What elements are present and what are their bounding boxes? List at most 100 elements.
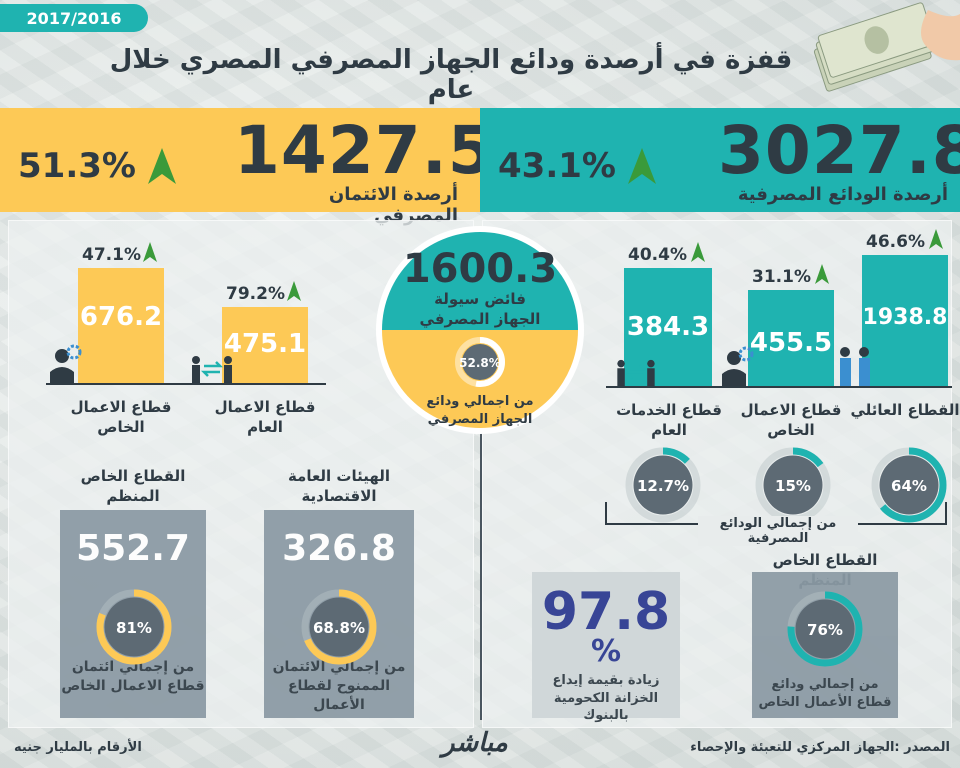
deposit-household-label: القطاع العائلي bbox=[850, 400, 960, 420]
credit-box-private-title: القطاع الخاص المنظم bbox=[60, 466, 206, 507]
treasury-caption: زيادة بقيمة إيداع الخزانة الكحومية بالبن… bbox=[532, 672, 680, 725]
credit-box-public-title: الهيئات العامة الاقتصادية bbox=[264, 466, 414, 507]
gauge-fill-arc bbox=[755, 447, 831, 523]
deposit-public-services-label-1: قطاع الخدمات bbox=[616, 401, 722, 419]
credit-private-label-2: الخاص bbox=[97, 418, 145, 437]
private-organized-caption: من إجمالي ودائع قطاع الأعمال الخاص bbox=[752, 676, 898, 711]
credit-public-growth: 79.2% bbox=[226, 284, 285, 304]
credit-box-public-caption-1: من إجمالي الائتمان bbox=[272, 659, 406, 675]
credit-public-up-arrow-icon bbox=[287, 281, 301, 301]
deposit-public-services-up-arrow-icon bbox=[691, 242, 705, 262]
deposit-household-value: 1938.8 bbox=[862, 305, 948, 330]
credit-public-label-1: قطاع الاعمال bbox=[214, 398, 316, 416]
business-exchange-icon bbox=[192, 356, 232, 384]
credit-private-growth: 47.1% bbox=[82, 245, 141, 265]
private-organized-gauge: 76% bbox=[787, 591, 863, 667]
private-organized-share-text: 76% bbox=[807, 621, 843, 639]
deposits-up-arrow-icon bbox=[628, 148, 656, 184]
private-organized-caption-1: من إجمالي ودائع bbox=[771, 677, 879, 692]
credit-box-public-caption-2: الممنوح لقطاع الأعمال bbox=[287, 677, 391, 713]
treasury-value: 97.8 bbox=[541, 582, 671, 642]
credit-value: 1427.5 bbox=[234, 112, 495, 189]
deposits-label: أرصدة الودائع المصرفية bbox=[737, 184, 948, 205]
public-services-share-gauge: 12.7% bbox=[625, 447, 701, 523]
credit-bars-baseline bbox=[46, 383, 326, 385]
credit-box-private-caption-1: من إجمالي ائتمان bbox=[71, 659, 195, 675]
credit-private-up-arrow-icon bbox=[143, 242, 157, 262]
gauge-fill-arc bbox=[871, 447, 947, 523]
deposit-private-value: 455.5 bbox=[749, 328, 833, 358]
household-share-gauge: 64% bbox=[871, 447, 947, 523]
deposit-household-up-arrow-icon bbox=[929, 229, 943, 249]
credit-box-private-caption: من إجمالي ائتمان قطاع الاعمال الخاص bbox=[60, 658, 206, 696]
credit-box-private-value: 552.7 bbox=[76, 528, 190, 569]
credit-box-public-gauge: 68.8% bbox=[301, 589, 377, 665]
deposit-share-caption: من إجمالي الودائع المصرفية bbox=[698, 516, 858, 546]
deposit-household-bar: 1938.8 bbox=[862, 255, 948, 386]
credit-box-private-gauge: 81% bbox=[96, 589, 172, 665]
credit-public-label: قطاع الاعمال العام bbox=[200, 397, 330, 438]
source-note: المصدر :الجهاز المركزي للتعبئة والإحصاء bbox=[690, 740, 950, 755]
household-share-text: 64% bbox=[891, 477, 927, 495]
deposits-band: 43.1% 3027.8 أرصدة الودائع المصرفية bbox=[480, 108, 960, 212]
deposit-bars-baseline bbox=[606, 386, 952, 388]
gauge-center bbox=[633, 455, 693, 515]
liquidity-label-2: الجهاز المصرفي bbox=[419, 310, 541, 328]
credit-private-bar: 676.2 bbox=[78, 268, 164, 383]
gauge-center bbox=[795, 599, 855, 659]
deposit-private-growth: 31.1% bbox=[752, 267, 811, 287]
deposit-household-label-1: القطاع العائلي bbox=[850, 401, 960, 419]
liquidity-label-1: فائض سيولة bbox=[434, 290, 526, 308]
private-share-text: 15% bbox=[775, 477, 811, 495]
private-organized-caption-2: قطاع الأعمال الخاص bbox=[758, 694, 892, 710]
gauge-fill-arc bbox=[455, 337, 505, 387]
credit-box-private-caption-2: قطاع الاعمال الخاص bbox=[61, 677, 205, 694]
credit-box-public-share-text: 68.8% bbox=[313, 619, 365, 637]
gauge-fill-arc bbox=[96, 589, 172, 665]
credit-growth: 51.3% bbox=[18, 146, 136, 186]
deposit-private-label: قطاع الاعمال الخاص bbox=[726, 400, 856, 441]
credit-band: 51.3% 1427.5 أرصدة الائتمان المصرفي bbox=[0, 108, 494, 226]
family-icon bbox=[840, 347, 870, 386]
liquidity-share-gauge: 52.8% bbox=[455, 337, 505, 387]
deposit-private-bar: 455.5 bbox=[748, 290, 834, 386]
units-note: الأرقام بالمليار جنيه bbox=[14, 740, 142, 755]
credit-box-public-title-1: الهيئات العامة bbox=[287, 467, 391, 485]
deposits-value: 3027.8 bbox=[718, 112, 960, 189]
center-divider bbox=[480, 400, 482, 720]
mubasher-logo: مباشر bbox=[442, 728, 508, 758]
deposit-public-services-bar: 384.3 bbox=[624, 268, 712, 386]
liquidity-share-text: 52.8% bbox=[459, 356, 501, 370]
deposit-household-growth: 46.6% bbox=[866, 232, 925, 252]
credit-public-bar: 475.1 bbox=[222, 307, 308, 383]
private-businessman-icon bbox=[722, 346, 754, 386]
credit-private-label-1: قطاع الاعمال bbox=[70, 398, 172, 416]
gauge-center bbox=[763, 455, 823, 515]
credit-private-label: قطاع الاعمال الخاص bbox=[56, 397, 186, 438]
public-services-share-text: 12.7% bbox=[637, 477, 689, 495]
gauge-fill-arc bbox=[787, 591, 863, 667]
credit-public-label-2: العام bbox=[247, 418, 283, 437]
gauge-fill-arc bbox=[301, 589, 377, 665]
treasury-unit: % bbox=[590, 634, 622, 669]
page-title: قفزة في أرصدة ودائع الجهاز المصرفي المصر… bbox=[109, 45, 793, 105]
money-hand-icon bbox=[813, 2, 960, 92]
deposit-private-label-2: الخاص bbox=[767, 421, 815, 440]
businessman-gear-icon bbox=[50, 344, 82, 384]
gauge-center bbox=[462, 344, 498, 380]
treasury-box: 97.8 % زيادة بقيمة إيداع الخزانة الكحومي… bbox=[532, 572, 680, 723]
treasury-caption-2: الخزانة الكحومية بالبنوك bbox=[553, 690, 659, 724]
year-text: 2017/2016 bbox=[26, 8, 122, 28]
deposit-public-services-label-2: العام bbox=[651, 421, 687, 440]
credit-public-value: 475.1 bbox=[223, 329, 307, 359]
credit-box-public-caption: من إجمالي الائتمان الممنوح لقطاع الأعمال bbox=[264, 658, 414, 715]
gauge-fill-arc bbox=[625, 447, 701, 523]
deposit-private-up-arrow-icon bbox=[815, 264, 829, 284]
deposits-growth: 43.1% bbox=[498, 146, 616, 186]
liquidity-share-label-2: الجهاز المصرفي bbox=[427, 412, 533, 427]
credit-box-private-title-2: المنظم bbox=[106, 487, 160, 506]
gauge-center bbox=[104, 597, 164, 657]
deposit-public-services-value: 384.3 bbox=[626, 312, 710, 342]
credit-private-value: 676.2 bbox=[79, 302, 163, 332]
credit-box-private-title-1: القطاع الخاص bbox=[80, 467, 186, 485]
